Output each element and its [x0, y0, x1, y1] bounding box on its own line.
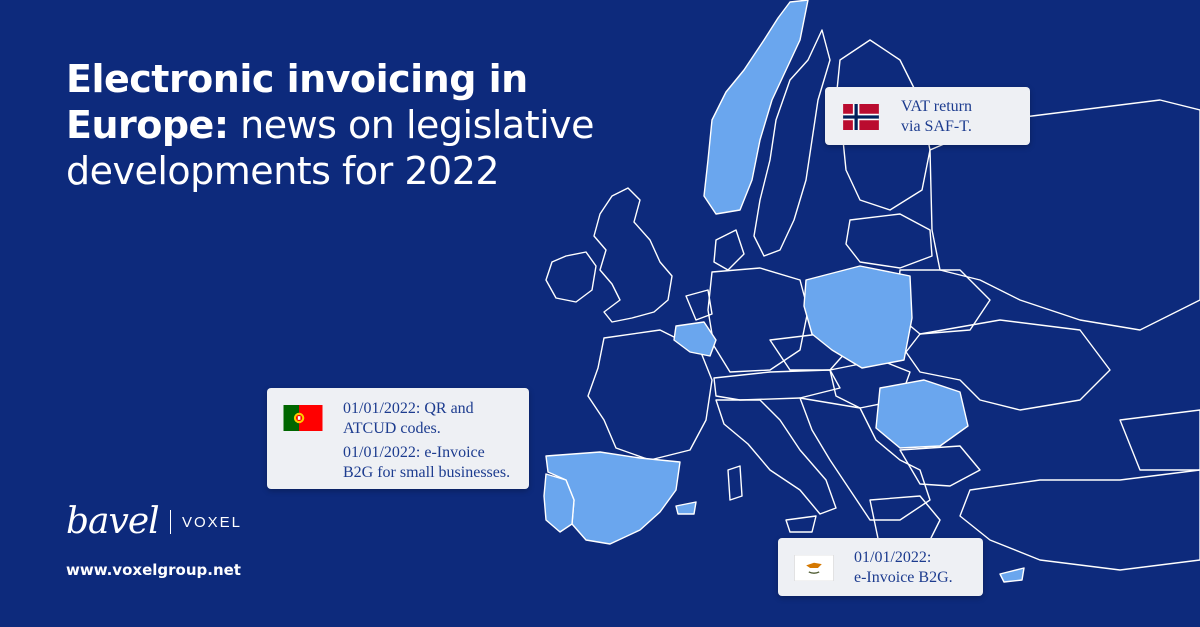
sweden-outline [753, 29, 831, 257]
title-bold: Electronic invoicing in Europe: [66, 57, 528, 147]
portugal-flag-icon [283, 405, 323, 431]
romania-shape [875, 379, 969, 449]
cyprus-line-1: 01/01/2022: [854, 549, 932, 566]
cyprus-shape [999, 567, 1025, 583]
portugal-line-4: B2G for small businesses. [343, 464, 511, 481]
netherlands-outline [685, 289, 713, 321]
norway-shape [703, 0, 809, 215]
portugal-callout-text: 01/01/2022: QR and ATCUD codes. 01/01/20… [343, 399, 523, 483]
balkans-outline [799, 397, 931, 521]
sardinia-outline [727, 465, 743, 501]
norway-callout: VAT return via SAF-T. [825, 87, 1030, 145]
portugal-shape [543, 473, 575, 533]
uk-outline [593, 187, 673, 323]
cyprus-callout: 01/01/2022: e-Invoice B2G. [778, 538, 983, 596]
caucasus-outline [1119, 409, 1200, 471]
cyprus-callout-text: 01/01/2022: e-Invoice B2G. [854, 548, 953, 588]
belgium-shape [673, 321, 717, 357]
turkey-outline [959, 469, 1200, 571]
germany-outline [707, 267, 809, 373]
portugal-line-3: 01/01/2022: e-Invoice [343, 444, 485, 461]
norway-line-1: VAT return [901, 98, 972, 115]
norway-callout-text: VAT return via SAF-T. [901, 97, 972, 137]
portugal-line-1: 01/01/2022: QR and [343, 400, 474, 417]
cyprus-line-2: e-Invoice B2G. [854, 569, 953, 586]
voxel-logo: VOXEL [182, 514, 243, 531]
portugal-callout: 01/01/2022: QR and ATCUD codes. 01/01/20… [267, 388, 529, 489]
bulgaria-outline [899, 445, 981, 487]
denmark-outline [713, 229, 745, 271]
website-link[interactable]: www.voxelgroup.net [66, 561, 241, 579]
balearic-shape [675, 501, 697, 515]
czech-outline [769, 333, 847, 371]
switzerland-austria-outline [713, 369, 841, 401]
italy-outline [715, 399, 837, 515]
portugal-line-2: ATCUD codes. [343, 420, 441, 437]
sicily-outline [785, 515, 817, 533]
poland-shape [803, 265, 913, 369]
title-light: news on legislative developments for 202… [66, 103, 595, 193]
baltics-outline [845, 213, 933, 269]
ukraine-outline [905, 319, 1111, 411]
logo-divider [170, 510, 171, 534]
bavel-logo: bavel [66, 501, 160, 542]
norway-line-2: via SAF-T. [901, 118, 972, 135]
ireland-outline [545, 251, 597, 303]
page-title: Electronic invoicing in Europe: news on … [66, 56, 626, 194]
cyprus-flag-icon [794, 555, 834, 581]
norway-flag-icon [843, 104, 879, 130]
